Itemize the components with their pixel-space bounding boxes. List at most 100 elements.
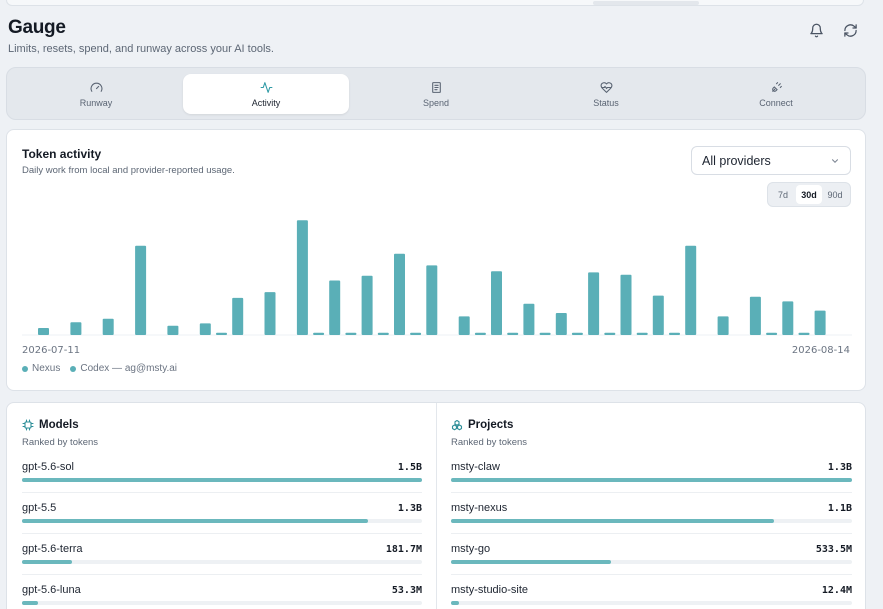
legend-dot: [22, 365, 28, 372]
legend-label: Codex — ag@msty.ai: [80, 363, 178, 374]
pulse-icon: [260, 81, 272, 93]
nexus-bar-5: [199, 323, 211, 335]
models-title: Models: [22, 419, 79, 431]
project-row[interactable]: msty-studio-site 12.4M: [451, 584, 852, 609]
nexus-bar-18: [620, 274, 632, 335]
tab-spend[interactable]: Spend: [353, 74, 519, 114]
nexus-bar-8: [296, 220, 308, 335]
nexus-bar-14: [491, 271, 502, 335]
model-bar-fill: [22, 601, 38, 605]
refresh-button[interactable]: [839, 19, 861, 41]
nexus-bar-0: [38, 328, 49, 335]
plug-icon: [771, 81, 782, 92]
main-tabs: Runway Activity Spend Status Connect: [6, 67, 866, 120]
model-bar-track: [22, 560, 422, 564]
projects-title: Projects: [451, 419, 513, 431]
column-divider: [436, 403, 437, 609]
project-name: msty-go: [451, 543, 491, 555]
row-separator: [22, 533, 422, 534]
nexus-bar-2: [102, 318, 114, 335]
legend-item-nexus: Nexus: [22, 363, 60, 374]
heart-pulse-icon: [600, 81, 612, 93]
provider-select[interactable]: All providers: [691, 146, 851, 175]
project-row[interactable]: msty-go 533.5M: [451, 543, 852, 584]
codex-bar-13: [474, 332, 486, 335]
model-bar-fill: [22, 560, 72, 564]
nexus-bar-6: [232, 297, 244, 335]
model-bar-track: [22, 478, 422, 482]
legend-dot: [70, 365, 77, 372]
nexus-bar-22: [749, 296, 761, 335]
model-row[interactable]: gpt-5.6-terra 181.7M: [22, 543, 422, 584]
project-value: 1.1B: [827, 503, 852, 514]
model-row[interactable]: gpt-5.5 1.3B: [22, 502, 422, 543]
codex-bar-17: [604, 332, 616, 335]
nexus-bar-4: [167, 325, 179, 335]
tab-label: Spend: [422, 97, 450, 108]
row-separator: [451, 574, 852, 575]
project-bar-fill: [451, 560, 612, 564]
project-name: msty-studio-site: [451, 584, 529, 596]
codex-bar-8: [313, 332, 325, 335]
tab-status[interactable]: Status: [523, 74, 689, 114]
project-bar-fill: [451, 519, 775, 523]
model-value: 1.3B: [397, 503, 422, 514]
model-name: gpt-5.6-terra: [22, 543, 83, 555]
card-subtitle: Daily work from local and provider-repor…: [22, 165, 235, 176]
nexus-bar-15: [523, 303, 535, 335]
codex-bar-10: [377, 332, 389, 335]
chart-legend: Nexus Codex — ag@msty.ai: [22, 363, 177, 374]
project-value: 12.4M: [821, 585, 852, 596]
model-row[interactable]: gpt-5.6-sol 1.5B: [22, 461, 422, 502]
project-bar-track: [451, 560, 852, 564]
nexus-bar-3: [135, 245, 147, 335]
range-90d-button[interactable]: 90d: [827, 189, 843, 200]
top-panel-handle: [593, 1, 699, 5]
project-bar-track: [451, 478, 852, 482]
nexus-bar-17: [588, 272, 600, 335]
tab-label: Status: [593, 97, 619, 108]
nexus-bar-10: [361, 275, 373, 335]
top-panel-edge: [6, 0, 864, 6]
nexus-bar-23: [782, 301, 794, 335]
model-name: gpt-5.6-sol: [22, 461, 74, 473]
rankings-card: Models Ranked by tokens Projects Ranked …: [6, 402, 866, 609]
token-activity-card: Token activity Daily work from local and…: [6, 129, 866, 391]
nexus-bar-19: [652, 295, 664, 335]
project-bar-fill: [451, 601, 460, 605]
card-title: Token activity: [22, 147, 102, 161]
chart-end-date: 2026-08-14: [791, 345, 850, 356]
project-row[interactable]: msty-nexus 1.1B: [451, 502, 852, 543]
row-separator: [22, 574, 422, 575]
tab-runway[interactable]: Runway: [13, 74, 179, 114]
tab-label: Connect: [759, 97, 793, 108]
tab-activity[interactable]: Activity: [183, 74, 349, 114]
project-value: 1.3B: [827, 462, 852, 473]
provider-select-value: All providers: [702, 153, 771, 168]
model-value: 53.3M: [391, 585, 422, 596]
notifications-button[interactable]: [805, 19, 827, 41]
tab-connect[interactable]: Connect: [693, 74, 859, 114]
model-row[interactable]: gpt-5.6-luna 53.3M: [22, 584, 422, 609]
model-bar-track: [22, 601, 422, 605]
project-bar-track: [451, 601, 852, 605]
range-30d-button[interactable]: 30d: [796, 185, 822, 204]
project-value: 533.5M: [815, 544, 852, 555]
nexus-bar-20: [685, 245, 697, 335]
codex-bar-19: [669, 332, 680, 335]
legend-label: Nexus: [32, 363, 61, 374]
codex-bar-5: [216, 332, 227, 335]
codex-bar-15: [539, 332, 551, 335]
app-title: Gauge: [8, 17, 66, 38]
projects-title-text: Projects: [468, 419, 514, 431]
project-name: msty-nexus: [451, 502, 508, 514]
nexus-bar-9: [329, 280, 341, 335]
projects-subtitle: Ranked by tokens: [451, 437, 528, 448]
project-row[interactable]: msty-claw 1.3B: [451, 461, 852, 502]
range-7d-button[interactable]: 7d: [777, 189, 788, 200]
codex-bar-14: [507, 332, 519, 335]
nexus-bar-12: [426, 265, 438, 335]
cpu-icon: [22, 419, 34, 431]
model-value: 181.7M: [385, 544, 422, 555]
row-separator: [22, 492, 422, 493]
